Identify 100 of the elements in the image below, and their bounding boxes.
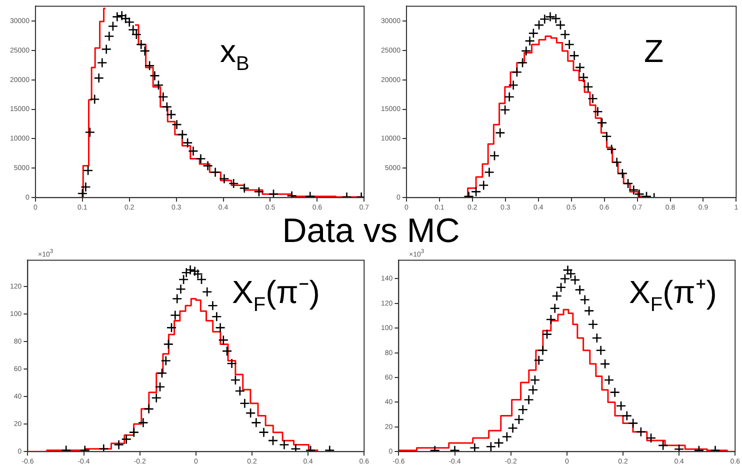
text: Z xyxy=(644,33,664,69)
point xyxy=(228,178,239,189)
point xyxy=(158,92,168,102)
point xyxy=(489,150,500,161)
point xyxy=(239,183,250,194)
point xyxy=(556,282,566,293)
point xyxy=(478,180,489,190)
point xyxy=(600,358,610,370)
point xyxy=(234,386,246,396)
point xyxy=(112,12,122,22)
point xyxy=(222,346,232,356)
point xyxy=(486,442,496,452)
point xyxy=(514,414,524,425)
point xyxy=(163,339,174,350)
point xyxy=(574,62,586,73)
point xyxy=(138,418,148,428)
text: X$_{F}$(π⁻) xyxy=(232,274,320,316)
point xyxy=(534,20,544,30)
point xyxy=(504,92,514,102)
point xyxy=(546,314,556,325)
point xyxy=(254,186,264,197)
point xyxy=(521,46,532,56)
point xyxy=(108,21,118,32)
point xyxy=(512,67,522,78)
point xyxy=(279,440,290,450)
point xyxy=(94,72,104,84)
point xyxy=(517,58,528,68)
point xyxy=(120,13,131,24)
point xyxy=(77,188,88,198)
point xyxy=(154,382,166,392)
point xyxy=(584,306,594,316)
point xyxy=(552,290,562,302)
point xyxy=(210,167,220,178)
point xyxy=(569,50,580,61)
point xyxy=(494,128,506,138)
point xyxy=(245,408,256,418)
point xyxy=(560,274,570,284)
point xyxy=(470,186,482,197)
point xyxy=(188,146,198,156)
point xyxy=(524,394,534,405)
point xyxy=(172,119,182,130)
point xyxy=(542,329,552,340)
point xyxy=(290,444,301,452)
point xyxy=(524,36,535,46)
point xyxy=(226,358,237,369)
point xyxy=(230,374,241,386)
point xyxy=(628,418,638,428)
point xyxy=(574,284,585,295)
point xyxy=(178,274,189,285)
point xyxy=(176,284,186,294)
point xyxy=(182,138,193,148)
point xyxy=(151,392,162,404)
point xyxy=(202,286,212,298)
point xyxy=(470,442,480,452)
point xyxy=(580,294,590,305)
point xyxy=(104,31,114,42)
point xyxy=(172,294,182,304)
point xyxy=(616,400,626,412)
point xyxy=(612,157,622,168)
point xyxy=(212,312,222,322)
point xyxy=(596,345,606,356)
text: x$_{B}$ xyxy=(220,33,250,75)
point xyxy=(534,355,544,366)
point xyxy=(156,368,168,378)
point xyxy=(622,410,632,421)
point xyxy=(562,264,573,276)
point xyxy=(121,434,132,444)
point xyxy=(84,127,96,138)
point xyxy=(494,438,504,448)
point xyxy=(144,60,155,71)
point xyxy=(617,168,628,179)
text: X$_{F}$(π⁺) xyxy=(629,274,717,316)
point xyxy=(508,422,518,434)
point xyxy=(500,104,510,115)
point xyxy=(596,118,608,128)
point xyxy=(610,387,620,398)
point xyxy=(251,418,262,428)
point xyxy=(518,404,528,415)
point xyxy=(606,144,617,154)
point xyxy=(89,94,100,104)
point xyxy=(268,188,279,198)
point xyxy=(82,165,94,176)
point xyxy=(636,426,646,437)
point xyxy=(484,167,494,178)
point xyxy=(170,310,180,320)
point xyxy=(144,404,154,414)
point xyxy=(550,303,560,314)
point xyxy=(116,10,128,21)
point xyxy=(268,435,278,446)
point xyxy=(177,129,188,140)
point xyxy=(583,82,594,92)
point xyxy=(240,398,250,409)
point xyxy=(96,58,108,68)
point xyxy=(588,319,598,330)
point xyxy=(160,356,172,366)
point xyxy=(181,267,192,278)
point xyxy=(601,131,612,142)
point xyxy=(196,154,206,164)
point xyxy=(658,440,668,451)
point xyxy=(98,444,109,452)
